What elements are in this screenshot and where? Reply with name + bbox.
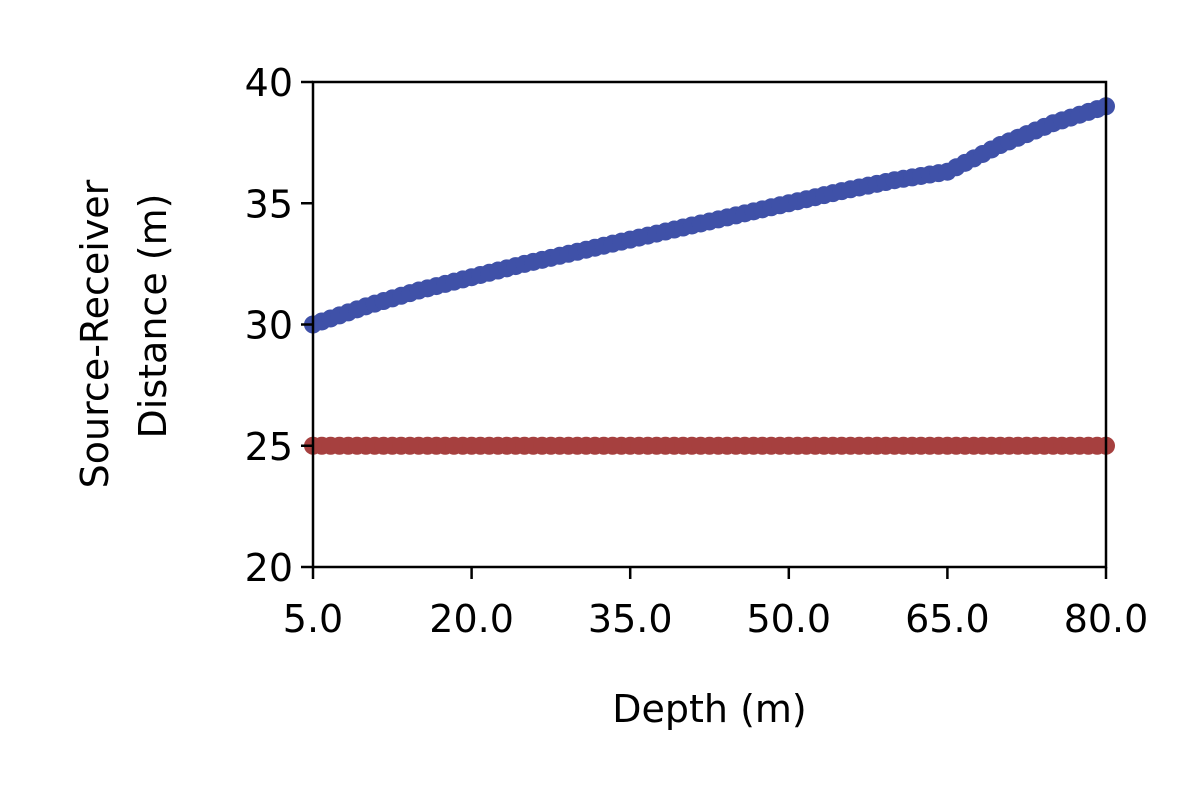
x-tick-label: 80.0 — [1064, 597, 1149, 641]
x-tick-label: 65.0 — [905, 597, 990, 641]
x-tick-label: 35.0 — [588, 597, 673, 641]
y-tick-label: 30 — [245, 304, 293, 348]
y-axis-label-line-2: Distance (m) — [131, 194, 175, 439]
plot-frame — [311, 80, 1108, 569]
x-tick-label: 5.0 — [283, 597, 343, 641]
axis-ticks: 5.0 20.0 35.0 50.0 65.0 80.0 20 25 30 35 40 — [245, 61, 1149, 641]
y-tick-label: 40 — [245, 61, 293, 105]
y-tick-label: 25 — [245, 425, 293, 469]
x-tick-label: 50.0 — [746, 597, 831, 641]
chart-marks — [304, 97, 1115, 455]
y-tick-label: 35 — [245, 182, 293, 226]
y-tick-label: 20 — [245, 546, 293, 590]
series-2 — [304, 436, 1115, 455]
series-1 — [304, 97, 1115, 334]
y-axis-label-line-1: Source-Receiver — [73, 179, 117, 488]
x-tick-label: 20.0 — [429, 597, 514, 641]
x-axis-label: Depth (m) — [612, 687, 807, 731]
